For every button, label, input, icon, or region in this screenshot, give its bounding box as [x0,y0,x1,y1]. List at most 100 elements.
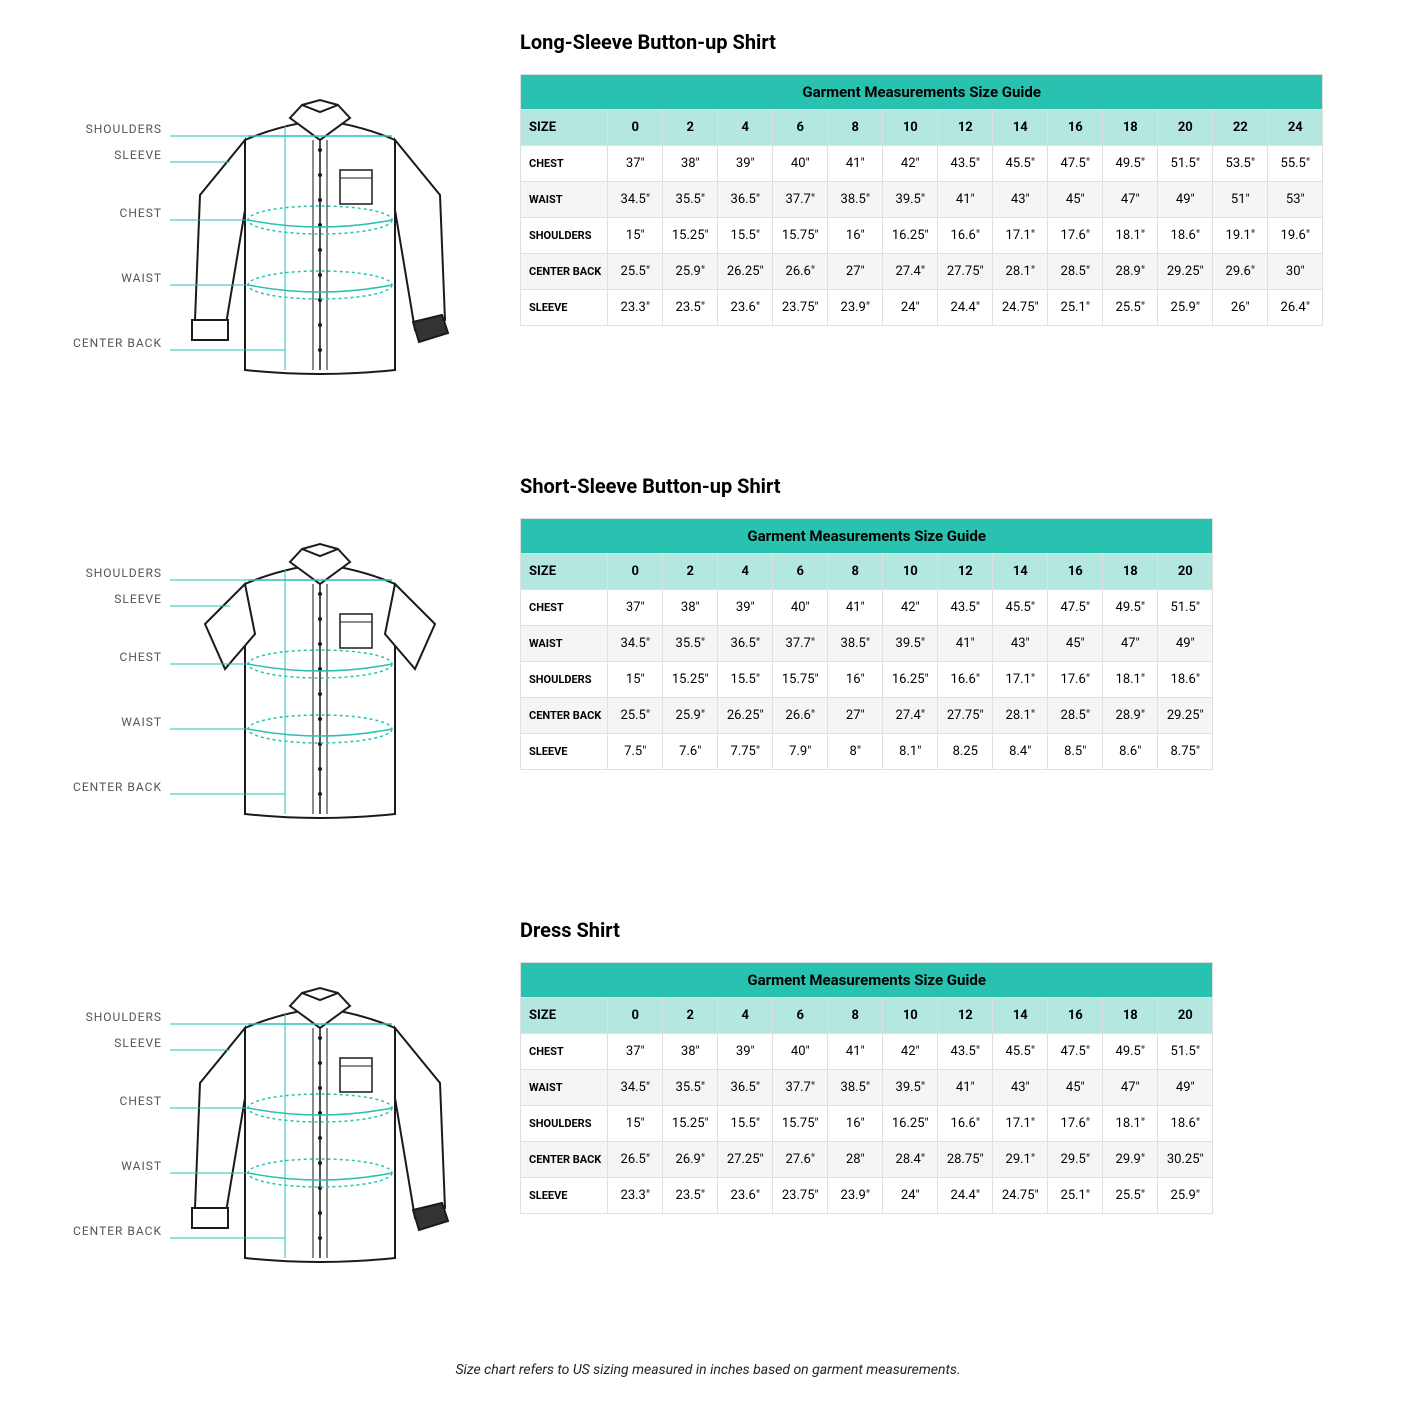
size-header-cell: 8 [828,110,883,146]
data-cell: 49" [1158,1070,1213,1106]
section-title: Long-Sleeve Button-up Shirt [520,30,1396,54]
diagram-label: WAIST [12,271,162,285]
data-cell: 23.5" [663,290,718,326]
data-cell: 15.5" [718,218,773,254]
data-cell: 38" [663,1034,718,1070]
row-label: SHOULDERS [521,218,608,254]
diagram-label: SLEEVE [12,1036,162,1050]
data-cell: 15.5" [718,662,773,698]
size-header-cell: 4 [718,998,773,1034]
data-cell: 16.6" [938,1106,993,1142]
data-cell: 26.6" [773,254,828,290]
table-title: Garment Measurements Size Guide [521,519,1213,554]
size-guide-table: Garment Measurements Size GuideSIZE02468… [520,962,1213,1214]
data-cell: 26.25" [718,254,773,290]
data-cell: 30" [1268,254,1323,290]
data-cell: 43" [993,626,1048,662]
data-cell: 43" [993,1070,1048,1106]
size-header-cell: 18 [1103,554,1158,590]
data-cell: 27.75" [938,254,993,290]
data-cell: 39" [718,590,773,626]
data-cell: 16.25" [883,218,938,254]
data-cell: 26.25" [718,698,773,734]
size-guide-section: SHOULDERSSLEEVECHESTWAISTCENTER BACK [20,474,1396,838]
data-cell: 15.25" [663,218,718,254]
data-cell: 26.9" [663,1142,718,1178]
data-cell: 37" [608,590,663,626]
table-row: CENTER BACK26.5"26.9"27.25"27.6"28"28.4"… [521,1142,1213,1178]
row-label: CENTER BACK [521,1142,608,1178]
data-cell: 27.6" [773,1142,828,1178]
data-cell: 49.5" [1103,146,1158,182]
data-cell: 27" [828,254,883,290]
data-cell: 37.7" [773,182,828,218]
data-cell: 17.6" [1048,218,1103,254]
data-cell: 42" [883,146,938,182]
data-cell: 16.6" [938,662,993,698]
data-cell: 39" [718,1034,773,1070]
content-column: Long-Sleeve Button-up ShirtGarment Measu… [520,30,1396,326]
data-cell: 24.75" [993,290,1048,326]
data-cell: 37.7" [773,1070,828,1106]
data-cell: 25.5" [608,698,663,734]
data-cell: 34.5" [608,182,663,218]
data-cell: 17.6" [1048,662,1103,698]
data-cell: 17.6" [1048,1106,1103,1142]
data-cell: 15.75" [773,662,828,698]
data-cell: 23.75" [773,290,828,326]
data-cell: 7.9" [773,734,828,770]
size-header-cell: 6 [773,998,828,1034]
data-cell: 28.5" [1048,698,1103,734]
shirt-diagram: SHOULDERSSLEEVECHESTWAISTCENTER BACK [20,514,520,838]
diagram-column: SHOULDERSSLEEVECHESTWAISTCENTER BACK [20,30,520,394]
data-cell: 40" [773,590,828,626]
data-cell: 43" [993,182,1048,218]
diagram-label: CENTER BACK [12,336,162,350]
data-cell: 38.5" [828,182,883,218]
data-cell: 16" [828,662,883,698]
size-header-cell: 2 [663,110,718,146]
data-cell: 53.5" [1213,146,1268,182]
data-cell: 15.75" [773,218,828,254]
table-row: SHOULDERS15"15.25"15.5"15.75"16"16.25"16… [521,1106,1213,1142]
data-cell: 49" [1158,182,1213,218]
data-cell: 8" [828,734,883,770]
size-header-cell: 8 [828,998,883,1034]
data-cell: 51" [1213,182,1268,218]
diagram-label: CHEST [12,206,162,220]
data-cell: 26.5" [608,1142,663,1178]
table-row: CHEST37"38"39"40"41"42"43.5"45.5"47.5"49… [521,590,1213,626]
shirt-svg [170,958,520,1282]
size-header-cell: 18 [1103,998,1158,1034]
data-cell: 41" [828,1034,883,1070]
data-cell: 38" [663,146,718,182]
size-header-cell: 16 [1048,998,1103,1034]
data-cell: 51.5" [1158,590,1213,626]
data-cell: 7.5" [608,734,663,770]
size-guide-section: SHOULDERSSLEEVECHESTWAISTCENTER BACK [20,30,1396,394]
table-row: CHEST37"38"39"40"41"42"43.5"45.5"47.5"49… [521,1034,1213,1070]
data-cell: 17.1" [993,662,1048,698]
data-cell: 42" [883,1034,938,1070]
data-cell: 49" [1158,626,1213,662]
data-cell: 25.9" [663,254,718,290]
data-cell: 29.5" [1048,1142,1103,1178]
size-header-cell: 14 [993,110,1048,146]
row-label: WAIST [521,182,608,218]
data-cell: 26.4" [1268,290,1323,326]
table-row: SLEEVE23.3"23.5"23.6"23.75"23.9"24"24.4"… [521,1178,1213,1214]
data-cell: 36.5" [718,1070,773,1106]
size-header-cell: 10 [883,110,938,146]
size-header-cell: 16 [1048,554,1103,590]
data-cell: 39.5" [883,626,938,662]
diagram-label: SHOULDERS [12,1010,162,1024]
table-row: CENTER BACK25.5"25.9"26.25"26.6"27"27.4"… [521,698,1213,734]
data-cell: 40" [773,146,828,182]
data-cell: 25.5" [1103,290,1158,326]
data-cell: 24.75" [993,1178,1048,1214]
data-cell: 39.5" [883,182,938,218]
data-cell: 34.5" [608,626,663,662]
shirt-svg [170,514,520,838]
data-cell: 55.5" [1268,146,1323,182]
size-header-label: SIZE [521,110,608,146]
